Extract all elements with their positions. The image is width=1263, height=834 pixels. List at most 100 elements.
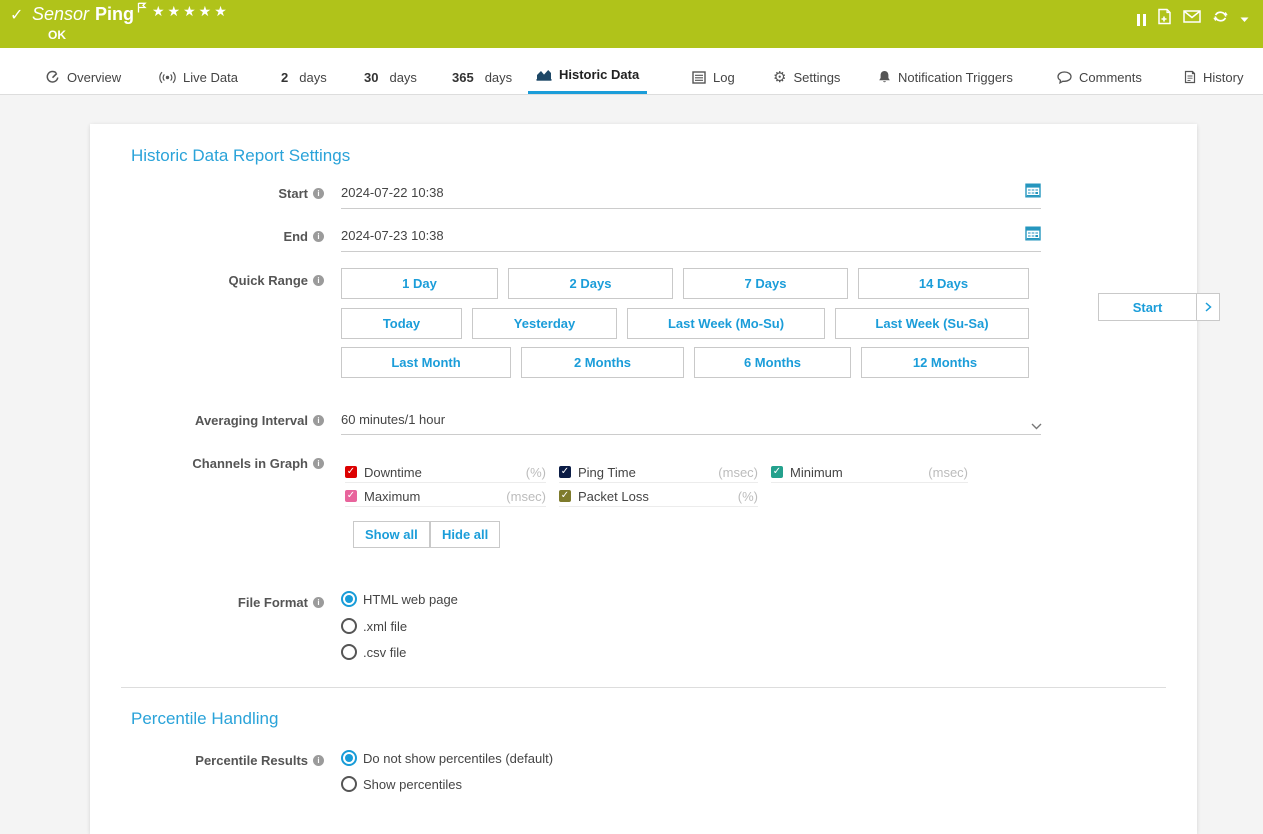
tab-label: days — [484, 69, 513, 85]
tab-number: 30 — [364, 69, 379, 85]
tab-label: Settings — [793, 69, 841, 85]
file-format-option-csv[interactable]: .csv file — [341, 644, 406, 660]
radio-icon[interactable] — [341, 776, 357, 792]
percentile-option-show[interactable]: Show percentiles — [341, 776, 462, 792]
label-text: Percentile Results — [195, 753, 308, 768]
log-list-icon — [692, 70, 706, 84]
priority-stars[interactable]: ★★★★★ — [152, 3, 230, 19]
channel-maximum[interactable]: Maximum (msec) — [345, 486, 546, 507]
calendar-icon[interactable] — [1025, 225, 1041, 246]
tab-2-days[interactable]: 2 days — [281, 60, 327, 94]
flag-icon[interactable] — [137, 0, 147, 17]
quick-range-last-week-mo-su-button[interactable]: Last Week (Mo-Su) — [627, 308, 825, 339]
quick-range-14-days-button[interactable]: 14 Days — [858, 268, 1029, 299]
channel-ping-time[interactable]: Ping Time (msec) — [559, 462, 758, 483]
quick-range-today-button[interactable]: Today — [341, 308, 462, 339]
channel-unit: (msec) — [506, 488, 546, 504]
channel-downtime[interactable]: Downtime (%) — [345, 462, 546, 483]
channel-name: Downtime — [364, 464, 422, 480]
tab-overview[interactable]: Overview — [45, 60, 121, 94]
averaging-underline — [341, 434, 1041, 435]
averaging-interval-select[interactable]: 60 minutes/1 hour — [341, 412, 446, 427]
tab-label: Comments — [1079, 69, 1142, 85]
hide-all-button[interactable]: Hide all — [430, 521, 501, 548]
chevron-right-icon[interactable] — [1197, 293, 1220, 321]
tab-number: 365 — [452, 69, 474, 85]
tab-30-days[interactable]: 30 days — [364, 60, 417, 94]
tab-settings[interactable]: ⚙ Settings — [773, 60, 840, 94]
tab-comments[interactable]: Comments — [1057, 60, 1142, 94]
label-text: Channels in Graph — [192, 456, 308, 471]
checked-checkbox-icon[interactable] — [345, 466, 357, 478]
start-report-button[interactable]: Start — [1098, 293, 1197, 321]
tab-history[interactable]: History — [1184, 60, 1243, 94]
file-format-label: File Format — [90, 595, 324, 610]
channel-packet-loss[interactable]: Packet Loss (%) — [559, 486, 758, 507]
averaging-interval-label: Averaging Interval — [90, 413, 324, 428]
checked-checkbox-icon[interactable] — [559, 466, 571, 478]
info-icon[interactable] — [313, 188, 324, 199]
label-text: File Format — [237, 595, 308, 610]
tab-log[interactable]: Log — [692, 60, 735, 94]
tab-label: days — [389, 69, 417, 85]
status-badge: OK — [48, 28, 66, 42]
status-check-icon: ✓ — [10, 7, 24, 24]
info-icon[interactable] — [313, 458, 324, 469]
tab-label: History — [1203, 69, 1244, 85]
channel-name: Packet Loss — [578, 488, 649, 504]
checked-checkbox-icon[interactable] — [345, 490, 357, 502]
quick-range-7-days-button[interactable]: 7 Days — [683, 268, 848, 299]
tab-live-data[interactable]: Live Data — [159, 60, 238, 94]
channel-name: Ping Time — [578, 464, 636, 480]
tab-label: Historic Data — [559, 66, 640, 82]
info-icon[interactable] — [313, 275, 324, 286]
radio-icon[interactable] — [341, 591, 357, 607]
checked-checkbox-icon[interactable] — [771, 466, 783, 478]
option-label: .xml file — [363, 618, 408, 634]
file-format-option-xml[interactable]: .xml file — [341, 618, 407, 634]
radio-icon[interactable] — [341, 618, 357, 634]
quick-range-2-days-button[interactable]: 2 Days — [508, 268, 673, 299]
tab-historic-data[interactable]: Historic Data — [528, 57, 648, 94]
quick-range-last-week-su-sa-button[interactable]: Last Week (Su-Sa) — [835, 308, 1029, 339]
sensor-header: ✓ Sensor Ping ★★★★★ OK — [0, 0, 1263, 48]
tab-365-days[interactable]: 365 days — [452, 60, 512, 94]
info-icon[interactable] — [313, 231, 324, 242]
radio-icon[interactable] — [341, 644, 357, 660]
pause-icon[interactable] — [1137, 12, 1146, 26]
start-input[interactable]: 2024-07-22 10:38 — [341, 185, 444, 200]
quick-range-12-months-button[interactable]: 12 Months — [861, 347, 1029, 378]
end-input[interactable]: 2024-07-23 10:38 — [341, 228, 444, 243]
section-divider — [121, 687, 1166, 688]
checked-checkbox-icon[interactable] — [559, 490, 571, 502]
report-icon[interactable] — [1157, 8, 1172, 30]
label-text: Quick Range — [228, 273, 308, 288]
quick-range-yesterday-button[interactable]: Yesterday — [472, 308, 617, 339]
file-format-option-html[interactable]: HTML web page — [341, 591, 458, 607]
channel-unit: (%) — [737, 488, 758, 504]
quick-range-row-1: 1 Day 2 Days 7 Days 14 Days — [341, 268, 1029, 299]
gear-icon: ⚙ — [773, 68, 787, 86]
info-icon[interactable] — [313, 755, 324, 766]
chevron-down-icon[interactable] — [1240, 10, 1249, 28]
quick-range-6-months-button[interactable]: 6 Months — [694, 347, 851, 378]
run-report-control: Start — [1098, 293, 1220, 321]
tab-label: Notification Triggers — [898, 69, 1013, 85]
percentile-option-none[interactable]: Do not show percentiles (default) — [341, 750, 553, 766]
mail-icon[interactable] — [1183, 10, 1201, 28]
calendar-icon[interactable] — [1025, 182, 1041, 203]
quick-range-2-months-button[interactable]: 2 Months — [521, 347, 684, 378]
refresh-icon[interactable] — [1212, 9, 1229, 29]
start-input-underline — [341, 208, 1041, 209]
channel-name: Maximum — [364, 488, 421, 504]
show-all-button[interactable]: Show all — [353, 521, 430, 548]
quick-range-1-day-button[interactable]: 1 Day — [341, 268, 498, 299]
info-icon[interactable] — [313, 597, 324, 608]
channel-minimum[interactable]: Minimum (msec) — [771, 462, 968, 483]
tab-notification-triggers[interactable]: Notification Triggers — [878, 60, 1013, 94]
info-icon[interactable] — [313, 415, 324, 426]
radio-icon[interactable] — [341, 750, 357, 766]
quick-range-last-month-button[interactable]: Last Month — [341, 347, 511, 378]
option-label: .csv file — [363, 644, 407, 660]
chevron-down-icon[interactable] — [1031, 417, 1042, 435]
